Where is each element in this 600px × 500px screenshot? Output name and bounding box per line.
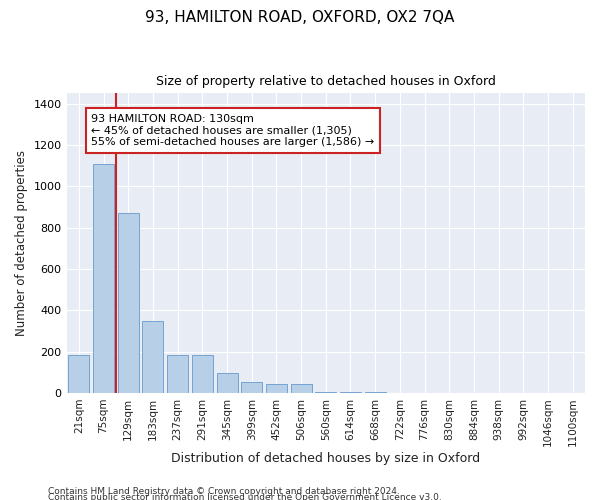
Bar: [93, 164, 114, 393]
Bar: [241, 382, 262, 393]
Bar: [118, 213, 139, 393]
Bar: [290, 384, 311, 393]
Bar: [365, 392, 386, 393]
Bar: [266, 384, 287, 393]
Bar: [315, 392, 336, 393]
Bar: [68, 354, 89, 393]
X-axis label: Distribution of detached houses by size in Oxford: Distribution of detached houses by size …: [171, 452, 481, 465]
Text: 93, HAMILTON ROAD, OXFORD, OX2 7QA: 93, HAMILTON ROAD, OXFORD, OX2 7QA: [145, 10, 455, 25]
Bar: [192, 354, 213, 393]
Title: Size of property relative to detached houses in Oxford: Size of property relative to detached ho…: [156, 75, 496, 88]
Bar: [340, 392, 361, 393]
Text: Contains public sector information licensed under the Open Government Licence v3: Contains public sector information licen…: [48, 492, 442, 500]
Bar: [142, 320, 163, 393]
Bar: [217, 374, 238, 393]
Bar: [167, 354, 188, 393]
Text: Contains HM Land Registry data © Crown copyright and database right 2024.: Contains HM Land Registry data © Crown c…: [48, 486, 400, 496]
Text: 93 HAMILTON ROAD: 130sqm
← 45% of detached houses are smaller (1,305)
55% of sem: 93 HAMILTON ROAD: 130sqm ← 45% of detach…: [91, 114, 374, 147]
Y-axis label: Number of detached properties: Number of detached properties: [15, 150, 28, 336]
